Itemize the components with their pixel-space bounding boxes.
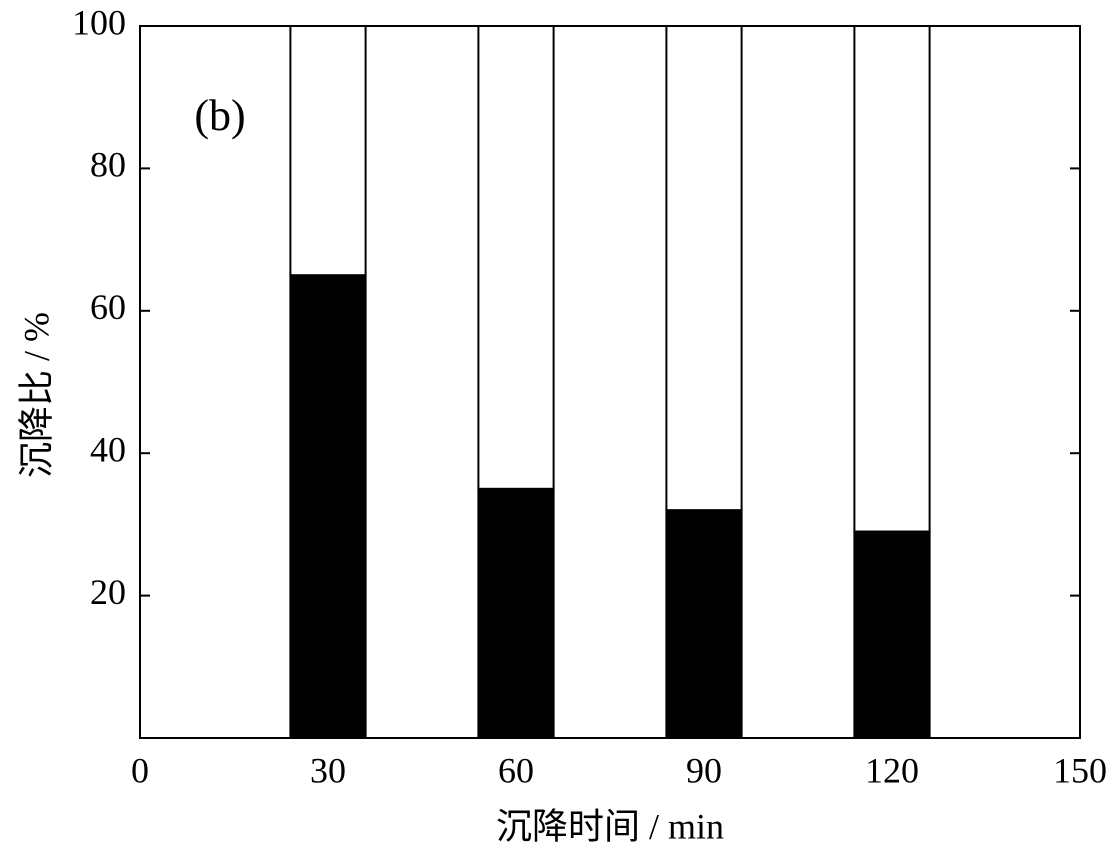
y-tick-label: 100: [72, 2, 126, 42]
annotation: (b): [194, 91, 245, 140]
bar-segment: [853, 25, 931, 533]
x-tick-label: 150: [1053, 750, 1107, 790]
bar-segment: [477, 25, 555, 490]
bar-segment: [477, 487, 555, 739]
x-tick-label: 60: [498, 750, 534, 790]
x-tick-label: 90: [686, 750, 722, 790]
x-tick-label: 0: [131, 750, 149, 790]
y-tick-label: 20: [90, 572, 126, 612]
bar-segment: [289, 25, 367, 277]
y-axis-label: 沉降比 / %: [16, 312, 56, 478]
x-tick-label: 30: [310, 750, 346, 790]
x-axis-label: 沉降时间 / min: [496, 806, 724, 846]
y-tick-label: 60: [90, 287, 126, 327]
y-tick-label: 40: [90, 429, 126, 469]
bar-segment: [853, 530, 931, 740]
y-tick-label: 80: [90, 145, 126, 185]
plot-frame: [139, 25, 1081, 739]
x-tick-label: 120: [865, 750, 919, 790]
bar-segment: [289, 274, 367, 739]
bar-segment: [665, 25, 743, 512]
bar-segment: [665, 509, 743, 739]
